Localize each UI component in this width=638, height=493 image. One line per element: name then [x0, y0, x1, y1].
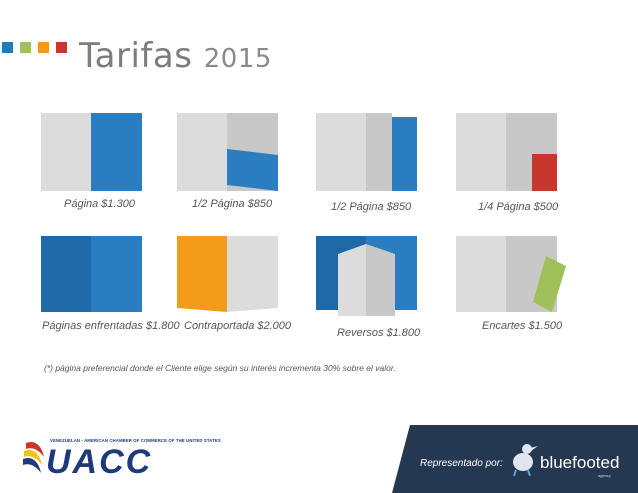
rate-label-full-page: Página $1.300 [64, 198, 135, 210]
rate-card-half-page [177, 113, 302, 191]
rate-card-spread [41, 236, 166, 312]
half-page-vertical-illustration [316, 113, 417, 191]
inside-covers-illustration [316, 236, 417, 316]
title-text: Tarifas [79, 36, 193, 76]
half-page-horizontal-illustration [177, 113, 278, 191]
full-page-illustration [41, 113, 142, 191]
chamber-name: UACC [46, 443, 153, 481]
spread-illustration [41, 236, 142, 312]
rate-label-half-page: 1/2 Página $850 [192, 198, 273, 210]
blue-square-icon [2, 42, 13, 53]
rate-label-quarter-page: 1/4 Página $500 [478, 201, 559, 213]
rate-label-inserts: Encartes $1.500 [482, 320, 563, 332]
rate-card-back-cover [177, 236, 302, 312]
footnote: (*) página preferencial donde el Cliente… [44, 363, 396, 373]
bird-icon [513, 444, 538, 476]
agency-name: bluefooted [540, 453, 620, 472]
rate-label-inside-covers: Reversos $1.800 [337, 327, 421, 339]
rate-label-half-page-vertical: 1/2 Página $850 [331, 201, 412, 213]
rate-label-back-cover: Contraportada $2.000 [184, 320, 292, 332]
flag-swoosh-icon [23, 441, 44, 473]
red-square-icon [56, 42, 67, 53]
title-year: 2015 [203, 44, 272, 74]
rate-card-half-page-vertical [316, 113, 441, 191]
chamber-caption: VENEZUELAN - AMERICAN CHAMBER OF COMMERC… [50, 438, 221, 443]
rate-card-full-page [41, 113, 166, 191]
represented-by-label: Representado por: [420, 458, 503, 469]
page-title: Tarifas 2015 [79, 38, 272, 77]
rate-label-spread: Páginas enfrentadas $1.800 [42, 320, 180, 332]
rate-card-inserts [456, 236, 581, 312]
rate-card-quarter-page [456, 113, 581, 191]
rate-card-inside-covers [316, 236, 441, 316]
quarter-page-illustration [456, 113, 557, 191]
green-square-icon [20, 42, 31, 53]
header: Tarifas 2015 [0, 22, 400, 74]
back-cover-illustration [177, 236, 278, 312]
inserts-illustration [456, 236, 566, 312]
agency-sub: agency [598, 473, 611, 478]
orange-square-icon [38, 42, 49, 53]
uacc-logo [22, 437, 48, 482]
